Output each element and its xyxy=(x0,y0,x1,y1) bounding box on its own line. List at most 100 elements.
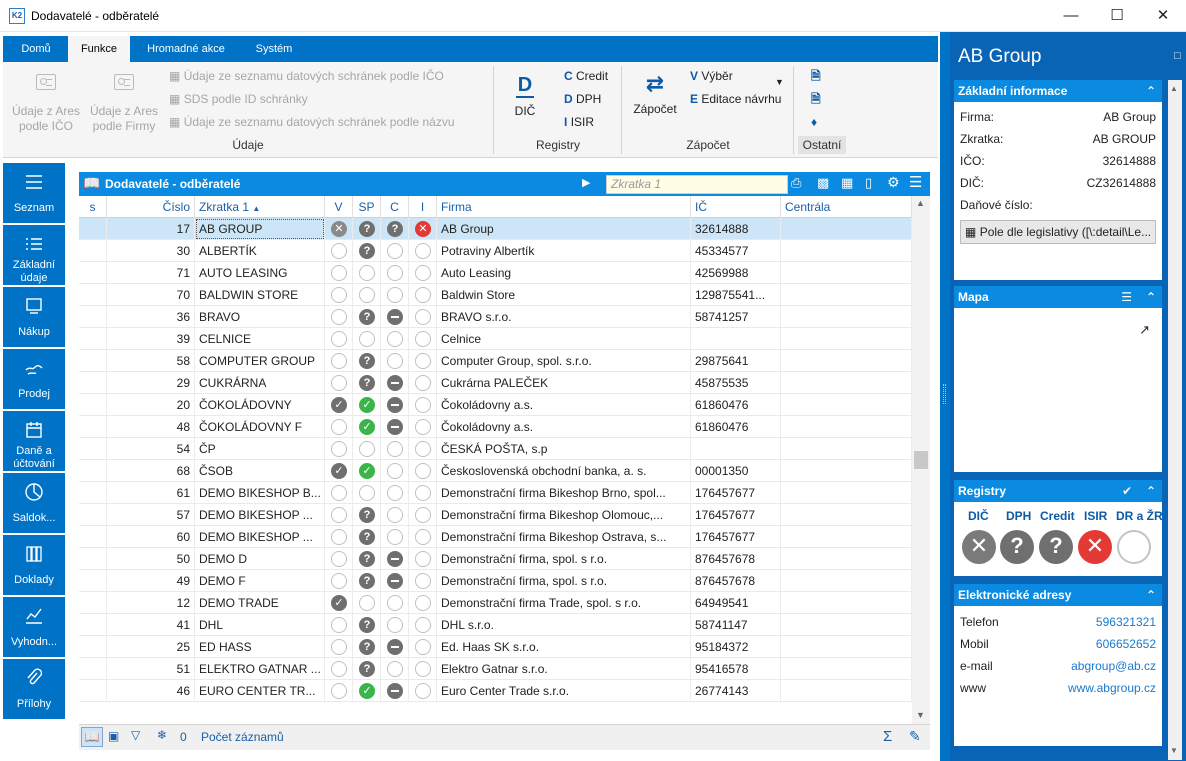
table-row[interactable]: 57 DEMO BIKESHOP ...? Demonstrační firma B… xyxy=(79,504,912,526)
vertical-scrollbar[interactable]: ▲ ▼ xyxy=(912,196,930,724)
list-icon[interactable]: ☰ xyxy=(1121,290,1132,304)
col-centrala[interactable]: Centrála xyxy=(781,196,912,218)
sidebar-item-doklady[interactable]: Doklady xyxy=(3,535,65,595)
snowflake-icon[interactable]: ❄ xyxy=(157,728,168,742)
table-row[interactable]: 12 DEMO TRADE ✓ Demonstrační firma Trade, s… xyxy=(79,592,912,614)
sidebar-item-saldokonto[interactable]: Saldok... xyxy=(3,473,65,533)
col-zkratka[interactable]: Zkratka 1 ▲ xyxy=(195,196,325,218)
tab-funkce[interactable]: Funkce xyxy=(68,36,130,62)
col-v[interactable]: V xyxy=(325,196,353,218)
legislativa-button[interactable]: ▦ Pole dle legislativy ([\:detail\Le... xyxy=(960,220,1156,244)
credit-button[interactable]: C Credit xyxy=(564,69,609,83)
vyber-button[interactable]: V Výběr xyxy=(690,69,733,83)
table-row[interactable]: 71 AUTO LEASING Auto Leasing 42569988 xyxy=(79,262,912,284)
detail-scrollbar[interactable]: ▲ ▼ xyxy=(1168,80,1182,760)
scroll-thumb[interactable] xyxy=(914,451,928,469)
sidebar-item-seznam[interactable]: Seznam xyxy=(3,163,65,223)
panel-splitter[interactable] xyxy=(940,32,950,761)
sidebar-item-prodej[interactable]: Prodej xyxy=(3,349,65,409)
table-row[interactable]: 30 ALBERTÍK? Potraviny Albertík 45334577 xyxy=(79,240,912,262)
table-row[interactable]: 61 DEMO BIKESHOP B... Demonstrační firma B… xyxy=(79,482,912,504)
archive-icon[interactable]: ▣ xyxy=(108,729,120,743)
tab-hromadne-akce[interactable]: Hromadné akce xyxy=(147,43,225,55)
table-row[interactable]: 48 ČOKOLÁDOVNY F ✓ Čokoládovny a.s. 61860476 xyxy=(79,416,912,438)
group-label-zapocet: Zápočet xyxy=(686,138,730,152)
table-row[interactable]: 39 CELNICE Celnice xyxy=(79,328,912,350)
bell-icon[interactable]: ♦ xyxy=(811,115,818,129)
table-row[interactable]: 49 DEMO F? Demonstrační firma, spol. s r.o… xyxy=(79,570,912,592)
empty-status-icon xyxy=(387,485,403,501)
search-input[interactable]: Zkratka 1 xyxy=(606,175,788,194)
sidebar-item-zakladni-udaje[interactable]: Základní údaje xyxy=(3,225,65,285)
columns-icon[interactable]: ▯ xyxy=(865,175,873,190)
col-i[interactable]: I xyxy=(409,196,437,218)
table-row[interactable]: 54 ČP ČESKÁ POŠTA, s.p xyxy=(79,438,912,460)
col-sp[interactable]: SP xyxy=(353,196,381,218)
hamburger-icon[interactable]: ☰ xyxy=(909,174,923,191)
table-row[interactable]: 51 ELEKTRO GATNAR ...? Elektro Gatnar s.r.… xyxy=(79,658,912,680)
dic-button[interactable]: D DIČ xyxy=(514,74,536,118)
maximize-button[interactable]: ☐ xyxy=(1110,7,1124,24)
sidebar-item-vyhodnoceni[interactable]: Vyhodn... xyxy=(3,597,65,657)
tab-system[interactable]: Systém xyxy=(255,43,293,55)
filter-icon[interactable]: ▽ xyxy=(131,728,141,742)
record-count-label[interactable]: Počet záznamů xyxy=(201,730,284,744)
pin-icon[interactable]: □ xyxy=(1174,50,1181,62)
table-row[interactable]: 70 BALDWIN STORE Baldwin Store 129875541... xyxy=(79,284,912,306)
table-row[interactable]: 68 ČSOB ✓ ✓ Československá obchodní banka, a… xyxy=(79,460,912,482)
sds-nazev-button[interactable]: ▦ Údaje ze seznamu datových schránek pod… xyxy=(169,115,455,129)
col-firma[interactable]: Firma xyxy=(437,196,691,218)
print-icon[interactable]: ⎙ xyxy=(791,175,802,190)
export-icon[interactable]: 🗎 xyxy=(811,69,821,83)
check-circle-icon[interactable]: ✔ xyxy=(1121,484,1132,498)
table-row[interactable]: 20 ČOKOLÁDOVNY ✓ ✓ Čokoládovny a.s. 61860476 xyxy=(79,394,912,416)
sum-icon[interactable]: Σ xyxy=(883,728,893,745)
table-row[interactable]: 60 DEMO BIKESHOP ...? Demonstrační firma B… xyxy=(79,526,912,548)
telefon-link[interactable]: 596321321 xyxy=(1095,615,1156,629)
table-row[interactable]: 29 CUKRÁRNA? Cukrárna PALEČEK 45875535 xyxy=(79,372,912,394)
hierarchy-icon[interactable]: ▦ xyxy=(841,175,854,190)
www-link[interactable]: www.abgroup.cz xyxy=(1067,681,1156,695)
table-row[interactable]: 17 AB GROUP ✕?? ✕ AB Group 32614888 xyxy=(79,218,912,240)
table-row[interactable]: 58 COMPUTER GROUP? Computer Group, spol. s… xyxy=(79,350,912,372)
edit-pencil-icon[interactable]: ✎ xyxy=(909,728,921,744)
zapocet-button[interactable]: ⇄ Zápočet xyxy=(627,72,683,117)
col-cislo[interactable]: Číslo xyxy=(107,196,195,218)
table-row[interactable]: 25 ED HASS? Ed. Haas SK s.r.o. 95184372 xyxy=(79,636,912,658)
col-c[interactable]: C xyxy=(381,196,409,218)
table-row[interactable]: 46 EURO CENTER TR... ✓ Euro Center Trade s.… xyxy=(79,680,912,702)
minimize-button[interactable]: — xyxy=(1063,7,1079,24)
isir-button[interactable]: I ISIR xyxy=(564,115,595,129)
email-link[interactable]: abgroup@ab.cz xyxy=(1071,659,1156,673)
chart-icon[interactable]: ▩ xyxy=(817,175,830,190)
dph-button[interactable]: D DPH xyxy=(564,92,602,106)
editace-navrhu-button[interactable]: E Editace návrhu xyxy=(690,92,782,106)
collapse-icon[interactable]: ⌃ xyxy=(1145,84,1156,98)
sidebar-item-nakup[interactable]: Nákup xyxy=(3,287,65,347)
table-row[interactable]: 50 DEMO D? Demonstrační firma, spol. s r.o… xyxy=(79,548,912,570)
sidebar-item-prilohy[interactable]: Přílohy xyxy=(3,659,65,719)
play-icon[interactable]: ▶ xyxy=(582,177,591,189)
settings-doc-icon[interactable]: 🗎 xyxy=(811,92,821,106)
collapse-icon[interactable]: ⌃ xyxy=(1145,484,1156,498)
sds-id-button[interactable]: ▦ SDS podle ID schránky xyxy=(169,92,308,106)
cell-sp xyxy=(353,328,381,350)
col-s[interactable]: s xyxy=(79,196,107,218)
gear-icon[interactable]: ⚙ xyxy=(887,174,900,190)
table-row[interactable]: 36 BRAVO? BRAVO s.r.o. 58741257 xyxy=(79,306,912,328)
tab-domu[interactable]: Domů xyxy=(21,43,51,55)
vyber-dropdown-icon[interactable]: ▼ xyxy=(775,77,784,87)
ares-firma-button[interactable]: Údaje z Ares podle Firmy xyxy=(87,74,161,134)
book-view-icon[interactable]: 📖 xyxy=(81,727,103,747)
sds-ico-button[interactable]: ▦ Údaje ze seznamu datových schránek pod… xyxy=(169,69,444,83)
close-button[interactable]: ✕ xyxy=(1156,7,1170,24)
table-row[interactable]: 41 DHL? DHL s.r.o. 58741147 xyxy=(79,614,912,636)
sidebar-item-dane[interactable]: Daně a účtování xyxy=(3,411,65,471)
col-ic[interactable]: IČ xyxy=(691,196,781,218)
external-link-icon[interactable]: ↗ xyxy=(1139,322,1150,337)
collapse-icon[interactable]: ⌃ xyxy=(1145,290,1156,304)
ares-ico-button[interactable]: Údaje z Ares podle IČO xyxy=(11,74,81,134)
cell-zkratka: DEMO BIKESHOP B... xyxy=(195,482,325,504)
mobil-link[interactable]: 606652652 xyxy=(1095,637,1156,651)
collapse-icon[interactable]: ⌃ xyxy=(1145,588,1156,602)
